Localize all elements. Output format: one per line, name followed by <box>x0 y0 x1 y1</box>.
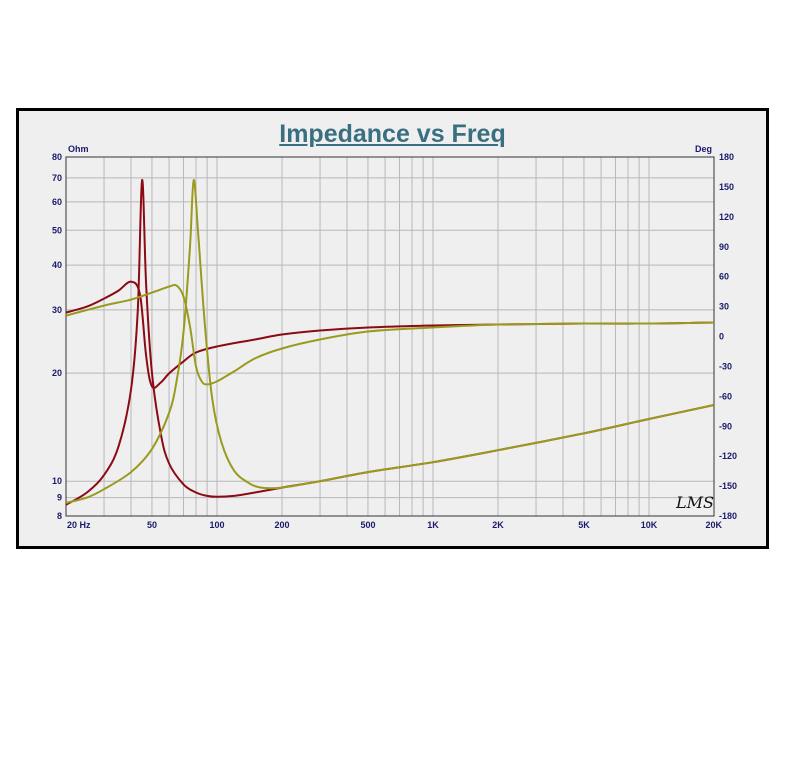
y-right-tick-label: -120 <box>719 451 737 461</box>
phase-curve <box>65 280 715 389</box>
y-right-tick-label: 0 <box>719 332 724 342</box>
x-tick-label: 10K <box>641 520 658 530</box>
lms-watermark: LMS <box>675 493 714 512</box>
y-right-tick-label: 90 <box>719 242 729 252</box>
x-tick-label: 1K <box>427 520 439 530</box>
y-left-tick-label: 70 <box>52 173 62 183</box>
y-right-tick-label: 60 <box>719 272 729 282</box>
y-left-tick-label: 80 <box>52 152 62 162</box>
x-tick-label: 200 <box>274 520 289 530</box>
y-right-tick-label: -60 <box>719 391 732 401</box>
y-right-tick-label: -90 <box>719 421 732 431</box>
left-axis-unit: Ohm <box>68 144 89 154</box>
chart-title: Impedance vs Freq <box>279 120 506 148</box>
y-left-tick-label: 9 <box>57 493 62 503</box>
y-left-tick-label: 30 <box>52 305 62 315</box>
phase-curve <box>65 283 715 386</box>
x-tick-label: 50 <box>147 520 157 530</box>
y-left-tick-label: 8 <box>57 511 62 521</box>
y-left-tick-label: 60 <box>52 197 62 207</box>
y-left-tick-label: 40 <box>52 260 62 270</box>
y-right-tick-label: 30 <box>719 302 729 312</box>
plot-area <box>65 156 715 517</box>
series-group <box>65 179 715 506</box>
impedance-curve <box>65 179 715 504</box>
y-left-tick-label: 20 <box>52 368 62 378</box>
y-left-tick-label: 50 <box>52 225 62 235</box>
y-right-tick-label: -30 <box>719 361 732 371</box>
y-right-tick-label: -180 <box>719 511 737 521</box>
grid <box>66 157 714 516</box>
y-left-tick-label: 10 <box>52 476 62 486</box>
y-right-tick-label: 150 <box>719 182 734 192</box>
y-right-tick-label: 180 <box>719 152 734 162</box>
right-axis-unit: Deg <box>695 144 712 154</box>
x-tick-label: 20K <box>705 520 722 530</box>
x-tick-label: 500 <box>360 520 375 530</box>
y-right-tick-label: 120 <box>719 212 734 222</box>
x-tick-label: 20 Hz <box>67 520 91 530</box>
impedance-curve <box>65 179 715 506</box>
x-tick-label: 100 <box>209 520 224 530</box>
x-tick-label: 5K <box>578 520 590 530</box>
x-tick-label: 2K <box>492 520 504 530</box>
y-right-tick-label: -150 <box>719 481 737 491</box>
tick-labels: 20 Hz 50 100 200 500 1K 2K 5K 10K 20K891020304050… <box>52 152 737 530</box>
